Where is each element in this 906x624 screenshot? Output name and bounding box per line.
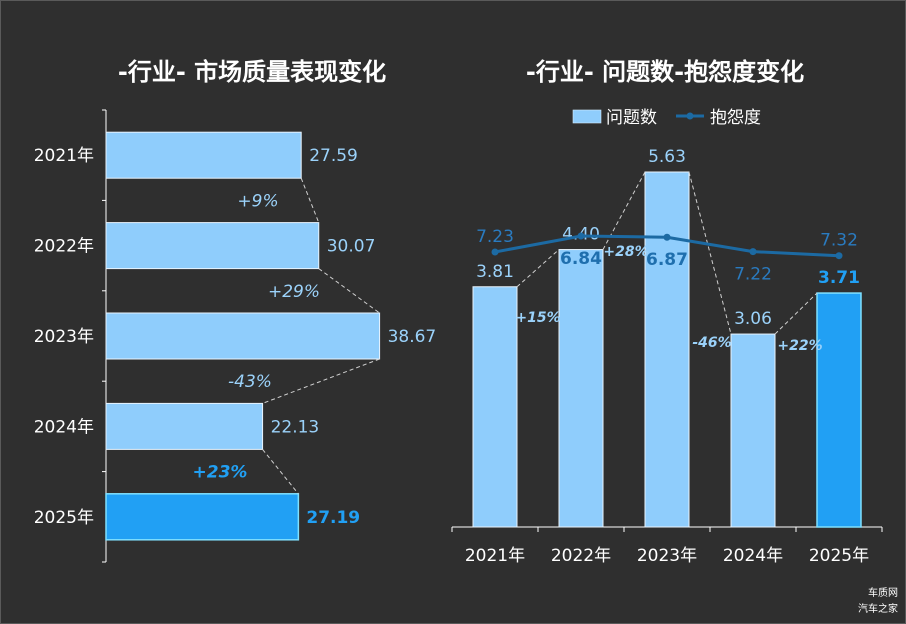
legend-line-label: 抱怨度 [710,108,761,128]
value-label: 27.59 [309,146,358,166]
change-label: +9% [237,191,278,211]
column-4 [730,333,776,528]
watermark-line-2: 汽车之家 [858,602,898,615]
legend-line-marker [686,112,694,120]
column-5 [816,292,862,528]
column-value-label: 5.63 [648,147,686,167]
category-label: 2023年 [34,327,94,347]
x-tick-label: 2021年 [465,546,525,566]
column-change-label: -46% [692,335,731,351]
column-change-label: +28% [603,244,648,260]
complaint-value-label: 7.23 [476,227,514,247]
bar-1 [105,131,302,179]
left-chart-title: -行业- 市场质量表现变化 [118,58,386,86]
legend-bar-swatch [572,109,602,124]
complaint-point [749,248,757,256]
complaint-point [663,233,671,241]
bar-4 [105,402,264,450]
complaint-value-label: 7.32 [820,231,858,251]
value-label: 38.67 [388,327,437,347]
change-connector [262,358,380,404]
category-label: 2022年 [34,237,94,257]
complaint-point [835,252,843,260]
value-label: 30.07 [327,237,376,257]
legend-bar-label: 问题数 [606,108,657,128]
x-tick-label: 2022年 [551,546,611,566]
column-3 [644,171,690,528]
complaint-value-label: 6.84 [560,249,602,269]
complaint-point [491,248,499,256]
watermark-line-1: 车质网 [868,586,898,599]
left-bar-chart: 2021年 27.59 2022年 30.07 2023年 38.67 2024年 22.13… [34,109,437,563]
column-value-label: 3.81 [476,262,514,282]
column-change-connector [774,292,818,335]
complaint-point [577,232,585,240]
change-label: -43% [228,372,272,392]
change-connector [300,178,320,223]
right-chart-title: -行业- 问题数-抱怨度变化 [526,58,804,86]
value-label: 22.13 [271,417,320,437]
complaint-value-label: 6.87 [646,250,688,270]
x-tick-label: 2023年 [637,546,697,566]
bar-3 [105,312,381,360]
column-1 [472,286,518,528]
column-value-label: 3.71 [818,268,860,288]
column-change-connector [516,249,560,288]
x-tick-label: 2024年 [723,546,783,566]
change-label: +23% [193,463,248,483]
right-combo-chart: 2021年2022年2023年2024年2025年3.814.405.633.0… [451,147,883,566]
change-label: +29% [268,282,320,302]
change-connector [318,268,380,314]
bar-2 [105,222,320,270]
column-value-label: 3.06 [734,309,772,329]
change-connector [262,449,299,495]
category-label: 2021年 [34,146,94,166]
column-2 [558,249,604,528]
column-change-label: +15% [515,310,560,326]
bar-5 [105,493,300,541]
complaint-value-label: 7.22 [734,265,772,285]
legend: 问题数 抱怨度 [572,108,761,128]
value-label: 27.19 [306,508,360,528]
column-change-connector [688,171,732,335]
category-label: 2024年 [34,417,94,437]
x-tick-label: 2025年 [809,546,869,566]
category-label: 2025年 [34,508,94,528]
column-change-label: +22% [777,338,822,354]
